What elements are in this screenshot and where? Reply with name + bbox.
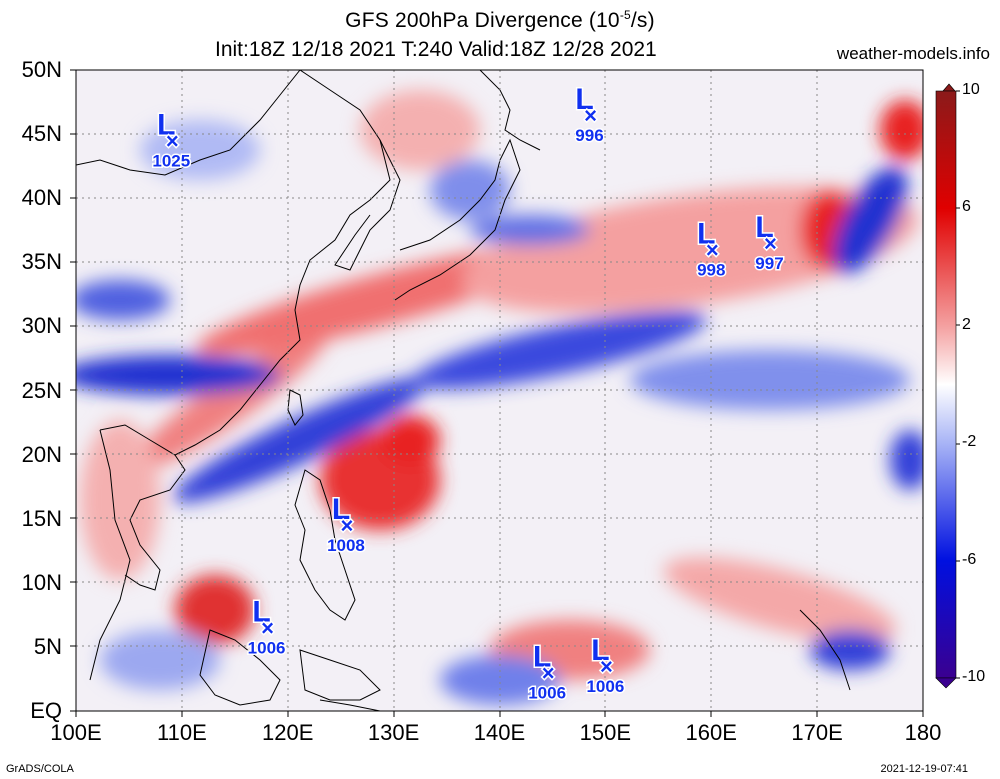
lat-label: EQ [30,698,62,723]
low-pressure-value: 997 [755,254,783,273]
low-marker: × [341,513,354,538]
lat-label: 10N [21,569,62,595]
low-symbol: L [755,211,773,244]
low-marker: × [706,237,719,262]
colorbar-label: -6 [962,550,977,568]
lat-label: 50N [21,57,62,82]
graticule [76,70,923,711]
colorbar-label: 10 [962,81,980,98]
low-symbol: L [157,109,175,142]
colorbar-label: 6 [962,198,971,216]
low-symbol: L [697,217,715,250]
colorbar-label: -10 [962,668,986,685]
low-pressure-value: 1008 [327,536,365,555]
low-symbol: L [332,493,350,526]
lon-label: 100E [50,720,102,745]
map-subtitle: Init:18Z 12/18 2021 T:240 Valid:18Z 12/2… [215,38,657,61]
low-marker: × [166,129,179,154]
lat-label: 20N [21,441,62,467]
timestamp: 2021-12-19-07:41 [880,763,968,775]
lat-label: 15N [21,505,62,531]
lon-label: 120E [262,720,314,745]
lat-label: 35N [21,249,62,275]
lat-label: 30N [21,313,62,339]
lat-label: 25N [21,377,62,403]
lat-label: 40N [21,185,62,211]
low-symbol: L [252,596,270,629]
lon-label: 150E [579,720,632,745]
low-marker: × [542,661,555,686]
low-marker: × [261,616,274,641]
low-pressure-value: 996 [575,126,603,145]
lon-label: 170E [791,720,843,745]
low-pressure-value: 1006 [586,677,624,696]
low-center: L×1006 [527,639,568,704]
lon-label: 110E [157,720,207,745]
lon-label: 130E [367,720,420,745]
low-center: L×996 [574,81,605,146]
low-symbol: L [533,641,551,674]
low-symbol: L [575,83,593,116]
low-symbol: L [591,634,609,667]
low-pressure-value: 1006 [528,684,566,703]
low-center: L×1008 [326,492,367,557]
divergence-field [76,70,923,711]
lat-label: 5N [33,633,62,659]
low-marker: × [764,231,777,256]
low-pressure-value: 1025 [152,152,190,171]
low-center: L×1006 [246,594,287,659]
low-pressure-value: 1006 [248,639,286,658]
low-center: L×998 [696,216,727,281]
colorbar [935,83,960,689]
lat-label: 45N [21,121,62,147]
lon-label: 180 [904,720,942,745]
grads-credit: GrADS/COLA [6,763,74,775]
map-title: GFS 200hPa Divergence (10-5/s) [345,8,655,32]
coastlines [76,70,851,711]
low-marker: × [584,103,597,128]
colorbar-label: -2 [962,433,977,451]
axis-ticks [70,69,924,717]
site-credit: weather-models.info [836,44,990,63]
low-center: L×997 [754,210,785,275]
lon-label: 160E [685,720,737,745]
low-center: L×1006 [585,633,626,698]
lon-label: 140E [473,720,526,745]
low-marker: × [600,654,613,679]
colorbar-label: 2 [962,315,971,333]
low-pressure-value: 998 [697,260,725,279]
low-center: L×1025 [151,107,192,172]
